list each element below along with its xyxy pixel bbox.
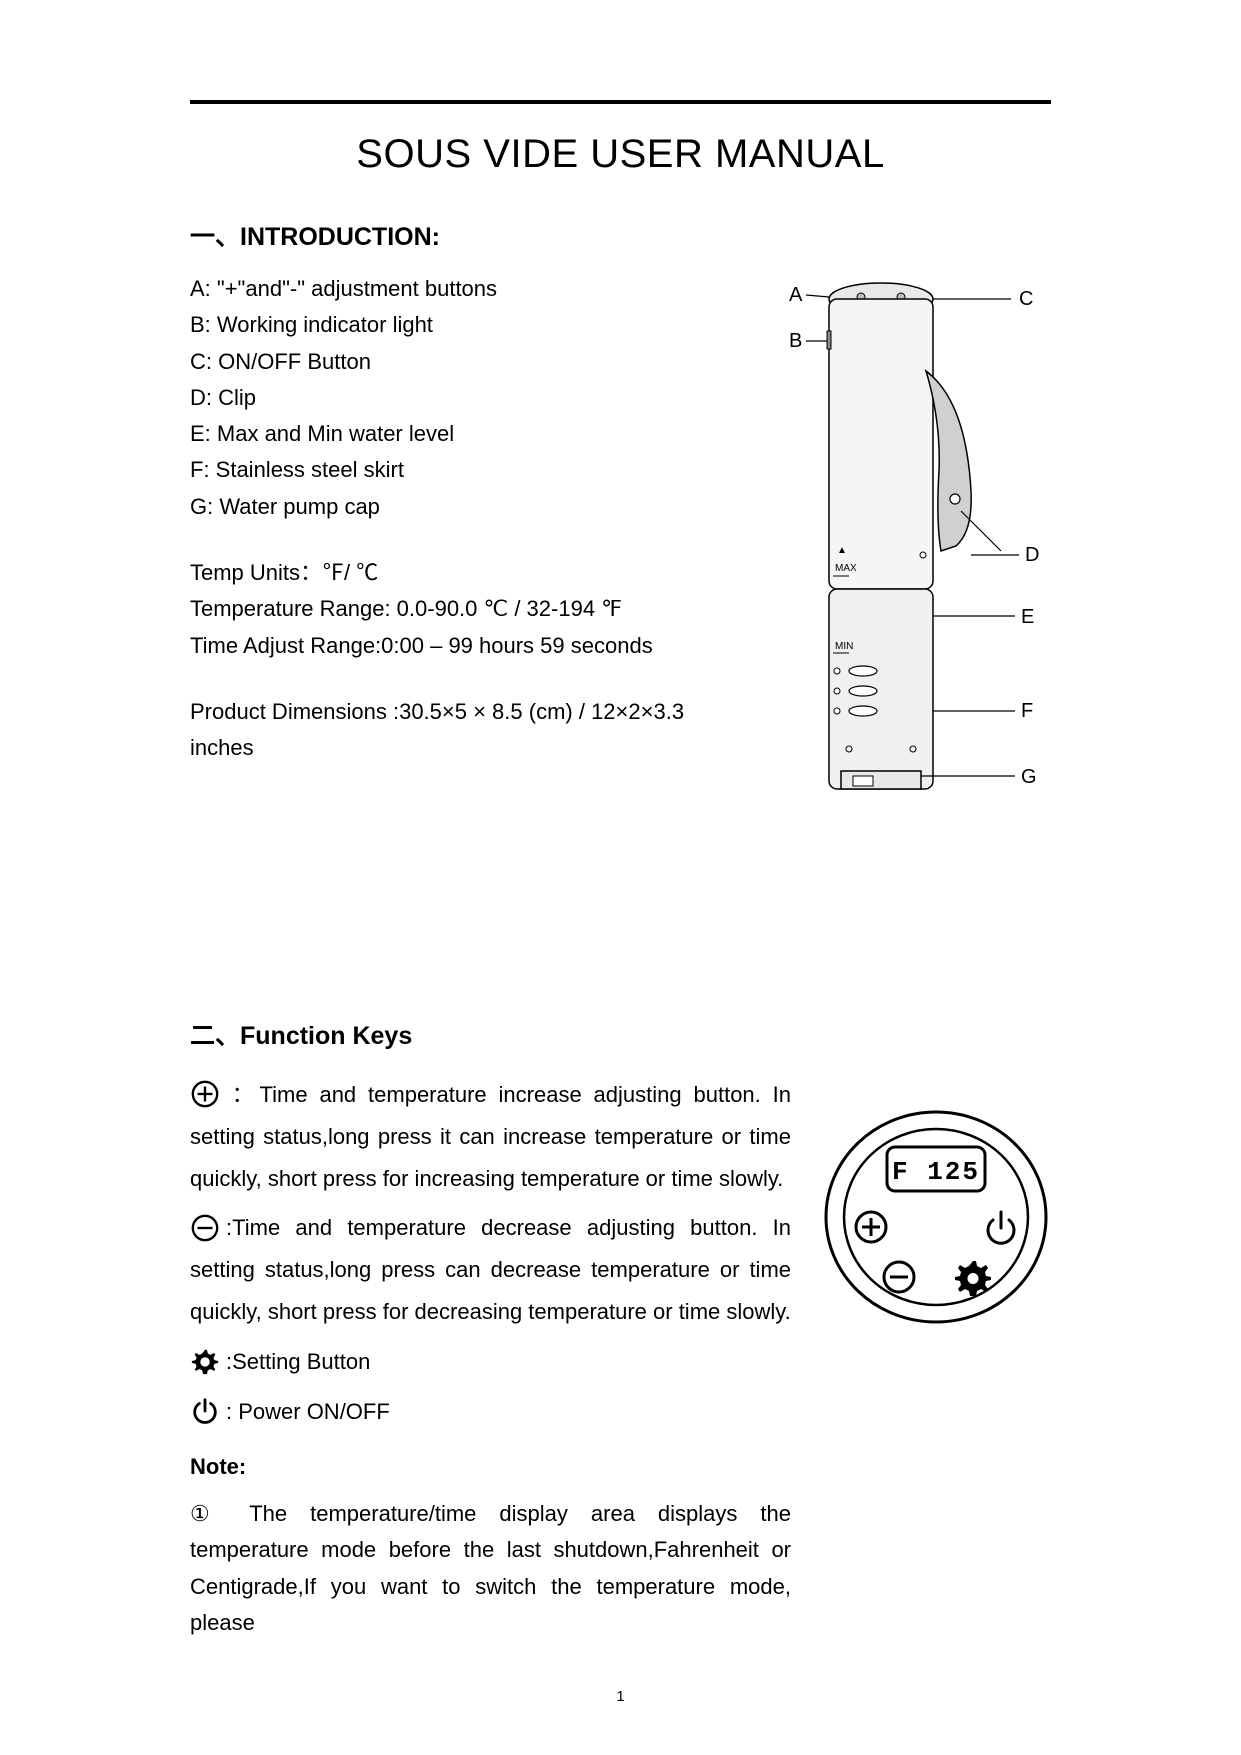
device-diagram: MAX ▲ MIN [771, 271, 1051, 836]
part-f: F: Stainless steel skirt [190, 452, 731, 488]
section-2-heading: 二、Function Keys [190, 1016, 1051, 1052]
svg-text:MIN: MIN [835, 641, 853, 652]
function-keys-text: ：Time and temperature increase adjusting… [190, 1074, 791, 1649]
label-d: D [1025, 544, 1039, 566]
gear-button-desc: :Setting Button [190, 1341, 791, 1383]
minus-button-desc: :Time and temperature decrease adjusting… [190, 1207, 791, 1332]
note-body: ① The temperature/time display area disp… [190, 1496, 791, 1641]
control-panel-illustration: F 125 [821, 1102, 1051, 1332]
document-title: SOUS VIDE USER MANUAL [190, 132, 1051, 177]
control-panel-diagram: F 125 [821, 1074, 1051, 1337]
power-icon [190, 1396, 220, 1426]
section-1-heading: 一、INTRODUCTION: [190, 217, 1051, 253]
note-heading: Note: [190, 1446, 791, 1488]
introduction-block: A: "+"and"-" adjustment buttons B: Worki… [190, 271, 1051, 836]
device-illustration: MAX ▲ MIN [771, 271, 1051, 831]
part-e: E: Max and Min water level [190, 416, 731, 452]
minus-text: :Time and temperature decrease adjusting… [190, 1215, 791, 1324]
part-g: G: Water pump cap [190, 489, 731, 525]
svg-text:MAX: MAX [835, 563, 857, 574]
part-b: B: Working indicator light [190, 307, 731, 343]
label-c: C [1019, 288, 1033, 310]
temp-range: Temperature Range: 0.0-90.0 ℃ / 32-194 ℉ [190, 591, 731, 627]
minus-icon [190, 1213, 220, 1243]
panel-gear-icon [955, 1261, 991, 1296]
part-c: C: ON/OFF Button [190, 344, 731, 380]
specs-block: Temp Units：℉/ ℃ Temperature Range: 0.0-9… [190, 555, 731, 664]
svg-text:▲: ▲ [837, 545, 847, 556]
part-d: D: Clip [190, 380, 731, 416]
gear-text: :Setting Button [226, 1349, 370, 1374]
power-text: : Power ON/OFF [226, 1399, 390, 1424]
section-2: 二、Function Keys ：Time and temperature in… [190, 1016, 1051, 1649]
part-a: A: "+"and"-" adjustment buttons [190, 271, 731, 307]
label-b: B [789, 330, 802, 352]
page-number: 1 [0, 1688, 1241, 1705]
time-range: Time Adjust Range:0:00 – 99 hours 59 sec… [190, 628, 731, 664]
label-f: F [1021, 700, 1033, 722]
power-button-desc: : Power ON/OFF [190, 1391, 791, 1433]
plus-button-desc: ：Time and temperature increase adjusting… [190, 1074, 791, 1199]
gear-icon [190, 1346, 220, 1376]
parts-list: A: "+"and"-" adjustment buttons B: Worki… [190, 271, 731, 525]
temp-units: Temp Units：℉/ ℃ [190, 555, 731, 591]
display-readout: F 125 [892, 1157, 980, 1187]
dimensions-block: Product Dimensions :30.5×5 × 8.5 (cm) / … [190, 694, 731, 767]
plus-icon [190, 1079, 220, 1109]
label-e: E [1021, 606, 1034, 628]
product-dimensions: Product Dimensions :30.5×5 × 8.5 (cm) / … [190, 694, 731, 767]
label-a: A [789, 284, 803, 306]
plus-text: ：Time and temperature increase adjusting… [190, 1082, 791, 1191]
introduction-text: A: "+"and"-" adjustment buttons B: Worki… [190, 271, 731, 767]
label-g: G [1021, 766, 1037, 788]
function-keys-block: ：Time and temperature increase adjusting… [190, 1074, 1051, 1649]
horizontal-rule [190, 100, 1051, 104]
